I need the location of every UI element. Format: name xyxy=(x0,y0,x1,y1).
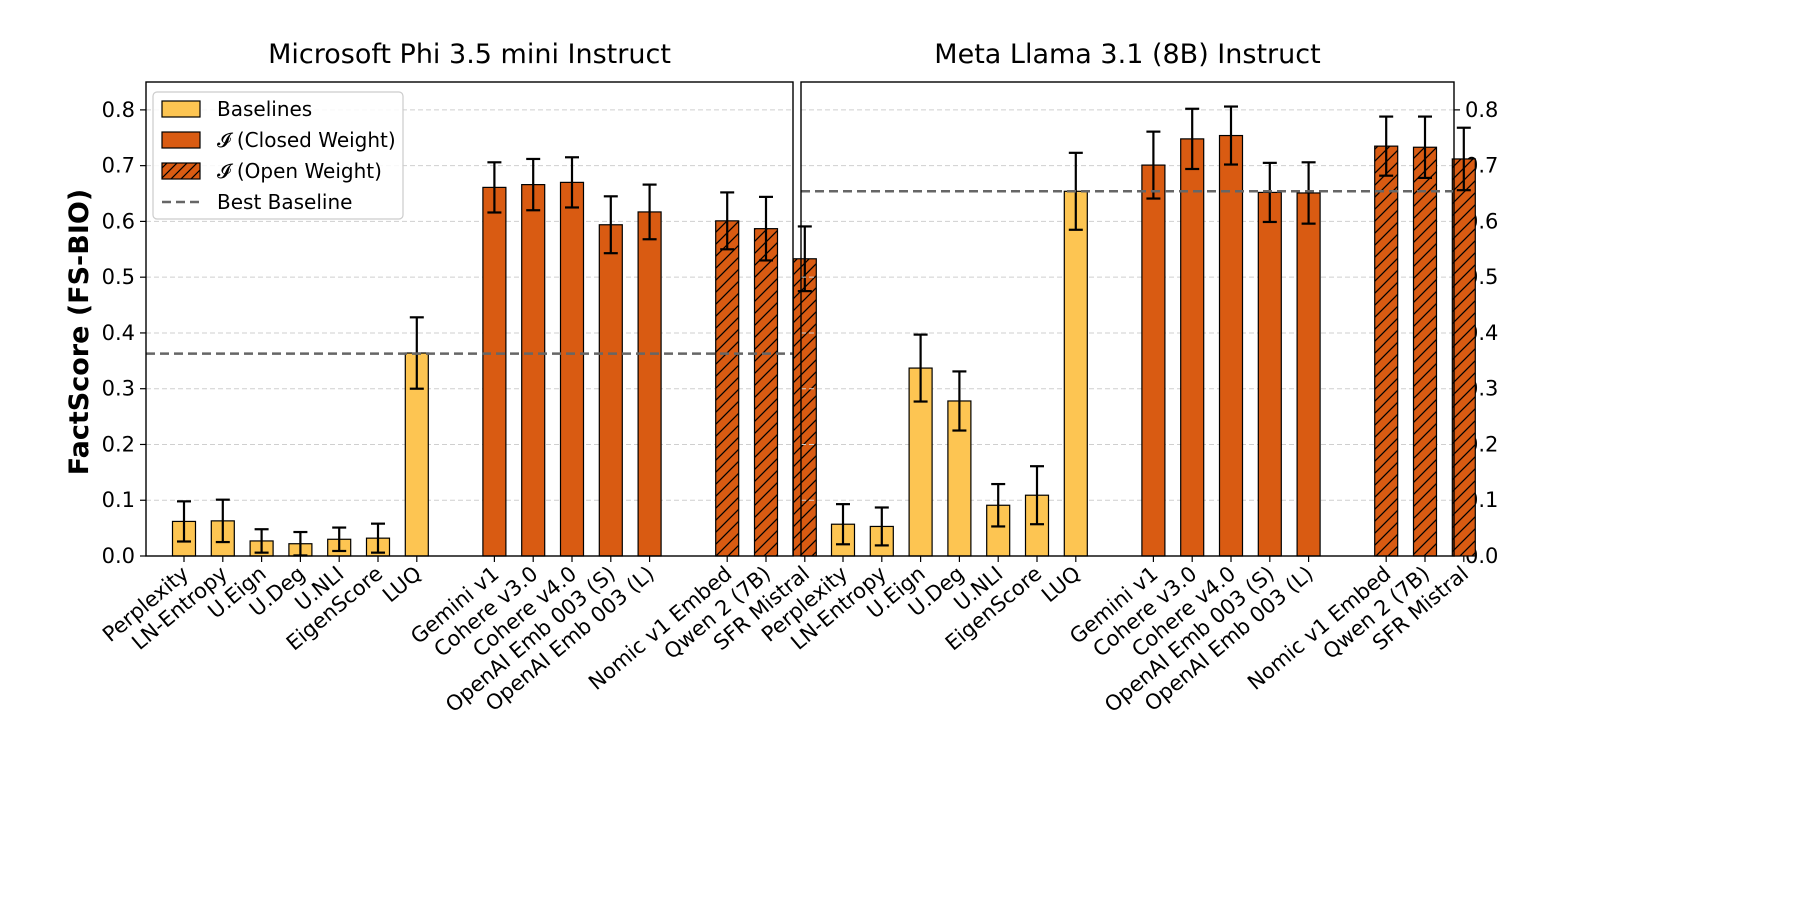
y-tick-label: 0.3 xyxy=(102,377,135,401)
bar xyxy=(1412,146,1438,557)
bar xyxy=(1451,158,1476,557)
legend: Baselines 𝓘 (Closed Weight) 𝓘 (Open Weight… xyxy=(152,91,404,220)
y-tick-label: 0.5 xyxy=(102,265,135,289)
y-tick-label: 0.1 xyxy=(102,488,135,512)
bar xyxy=(1374,145,1399,557)
category-label: LUQ xyxy=(378,561,426,607)
bar xyxy=(559,181,585,557)
legend-box xyxy=(152,91,404,220)
legend-label: Baselines xyxy=(217,97,312,121)
panel-llama: 0.00.10.20.30.40.50.60.70.8PerplexityLN-… xyxy=(757,39,1498,717)
panel-title: Meta Llama 3.1 (8B) Instruct xyxy=(934,39,1320,70)
axes-frame xyxy=(800,81,1455,557)
bar xyxy=(637,211,662,557)
bar xyxy=(1257,191,1282,557)
y-tick-label: 0.2 xyxy=(102,432,135,456)
bar xyxy=(715,220,740,557)
legend-label: 𝓘 (Open Weight) xyxy=(217,159,382,183)
bar xyxy=(792,258,817,557)
bar xyxy=(598,224,623,557)
category-label: LUQ xyxy=(1037,561,1085,607)
bar xyxy=(1141,164,1166,557)
bar xyxy=(1218,134,1244,557)
legend-label: Best Baseline xyxy=(217,190,352,214)
y-tick-label: 0.4 xyxy=(102,321,135,345)
y-tick-label: 0.0 xyxy=(102,544,135,568)
legend-swatch xyxy=(161,162,201,180)
y-tick-label: 0.8 xyxy=(1465,98,1498,122)
y-axis-label: FactScore (FS-BIO) xyxy=(64,189,95,475)
legend-label: 𝓘 (Closed Weight) xyxy=(217,128,396,152)
legend-swatch xyxy=(161,131,201,149)
axes-frame xyxy=(145,81,794,557)
bar xyxy=(521,184,546,557)
bar xyxy=(1296,192,1321,557)
y-tick-label: 0.8 xyxy=(102,98,135,122)
bar xyxy=(482,186,507,557)
bar xyxy=(1063,190,1088,557)
bar xyxy=(1180,138,1205,557)
y-tick-label: 0.6 xyxy=(102,209,135,233)
legend-swatch xyxy=(161,100,201,118)
panel-title: Microsoft Phi 3.5 mini Instruct xyxy=(268,39,671,70)
bar xyxy=(753,228,779,557)
y-tick-label: 0.7 xyxy=(102,154,135,178)
